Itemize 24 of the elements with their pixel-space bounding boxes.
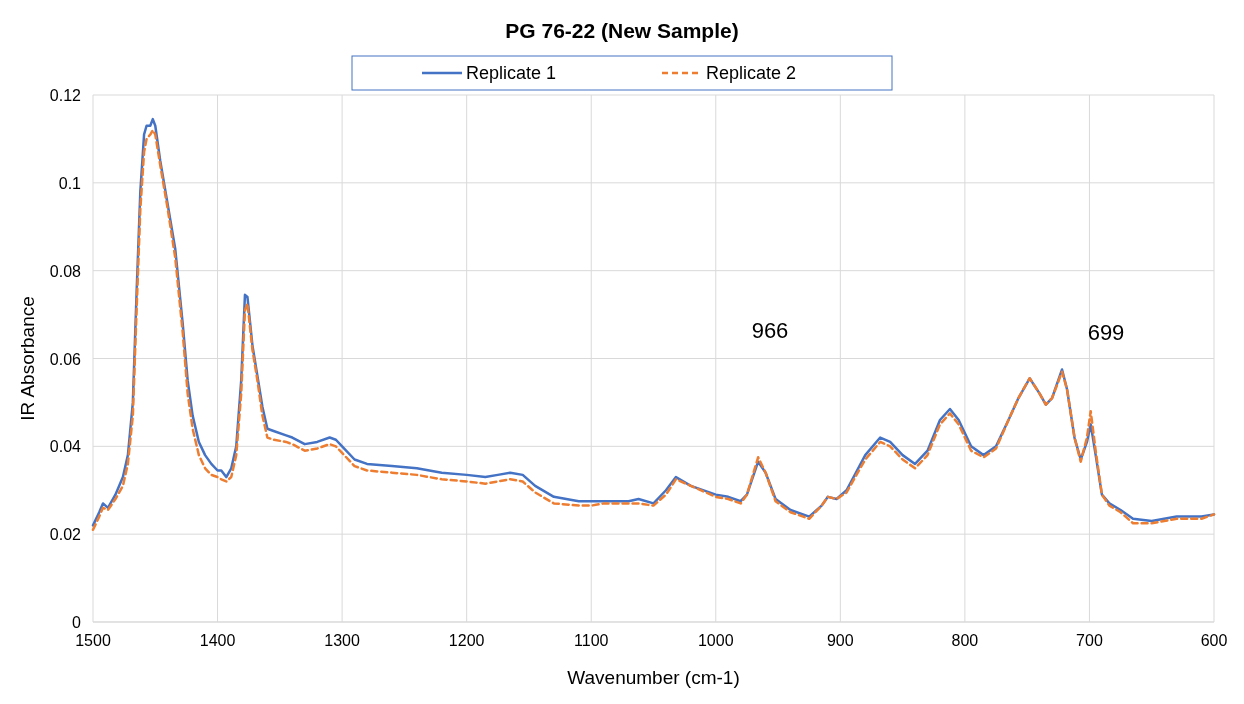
y-tick-label: 0.1: [58, 174, 82, 192]
chart-title: PG 76-22 (New Sample): [505, 19, 739, 42]
x-tick-label: 1000: [697, 632, 734, 649]
x-tick-label: 800: [951, 632, 979, 649]
x-tick-label: 1500: [75, 632, 111, 649]
x-tick-label: 1300: [324, 632, 361, 649]
y-axis-title: IR Absorbance: [17, 296, 38, 421]
y-tick-label: 0.04: [49, 438, 82, 456]
y-tick-label: 0: [72, 614, 82, 631]
annotation: 699: [1087, 320, 1125, 345]
x-tick-label: 700: [1076, 632, 1103, 649]
y-tick-label: 0.06: [49, 350, 82, 368]
x-tick-label: 900: [826, 632, 854, 649]
y-tick-label: 0.12: [49, 87, 82, 104]
x-axis-title: Wavenumber (cm-1): [567, 667, 740, 688]
y-tick-label: 0.02: [49, 526, 82, 544]
x-tick-label: 600: [1200, 632, 1228, 649]
x-tick-label: 1100: [574, 632, 609, 649]
legend-label: Replicate 1: [466, 63, 557, 83]
annotation: 966: [751, 318, 789, 343]
x-tick-label: 1200: [448, 632, 485, 649]
y-tick-label: 0.08: [49, 262, 82, 280]
x-tick-label: 1400: [199, 632, 236, 649]
legend-label: Replicate 2: [706, 63, 797, 83]
